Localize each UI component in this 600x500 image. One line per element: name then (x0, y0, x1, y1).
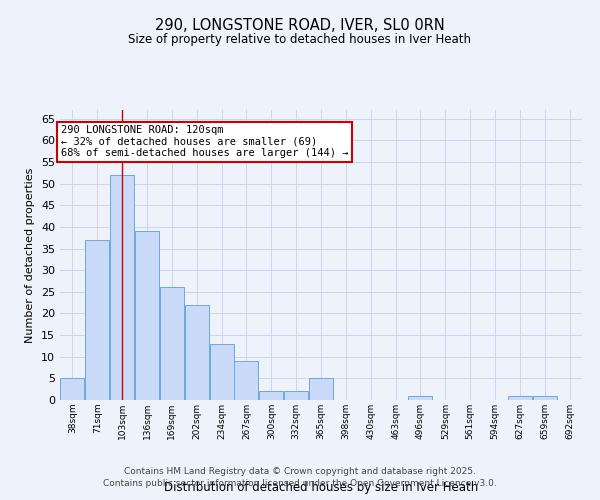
Text: Contains public sector information licensed under the Open Government Licence v3: Contains public sector information licen… (103, 478, 497, 488)
Bar (209, 344, 233, 400)
Bar (259, 392, 283, 400)
Bar (61, 378, 85, 400)
Text: Contains HM Land Registry data © Crown copyright and database right 2025.: Contains HM Land Registry data © Crown c… (124, 467, 476, 476)
Text: Size of property relative to detached houses in Iver Heath: Size of property relative to detached ho… (128, 32, 472, 46)
Bar (135, 231, 159, 400)
Bar (533, 396, 557, 400)
Bar (409, 396, 433, 400)
Bar (284, 392, 308, 400)
Bar (160, 288, 184, 400)
Text: 290, LONGSTONE ROAD, IVER, SL0 0RN: 290, LONGSTONE ROAD, IVER, SL0 0RN (155, 18, 445, 32)
Bar (85, 240, 109, 400)
Text: 290 LONGSTONE ROAD: 120sqm
← 32% of detached houses are smaller (69)
68% of semi: 290 LONGSTONE ROAD: 120sqm ← 32% of deta… (61, 125, 348, 158)
Bar (508, 396, 532, 400)
Bar (185, 305, 209, 400)
Bar (309, 378, 333, 400)
Y-axis label: Number of detached properties: Number of detached properties (25, 168, 35, 342)
Bar (235, 361, 259, 400)
Bar (110, 175, 134, 400)
X-axis label: Distribution of detached houses by size in Iver Heath: Distribution of detached houses by size … (164, 481, 478, 494)
